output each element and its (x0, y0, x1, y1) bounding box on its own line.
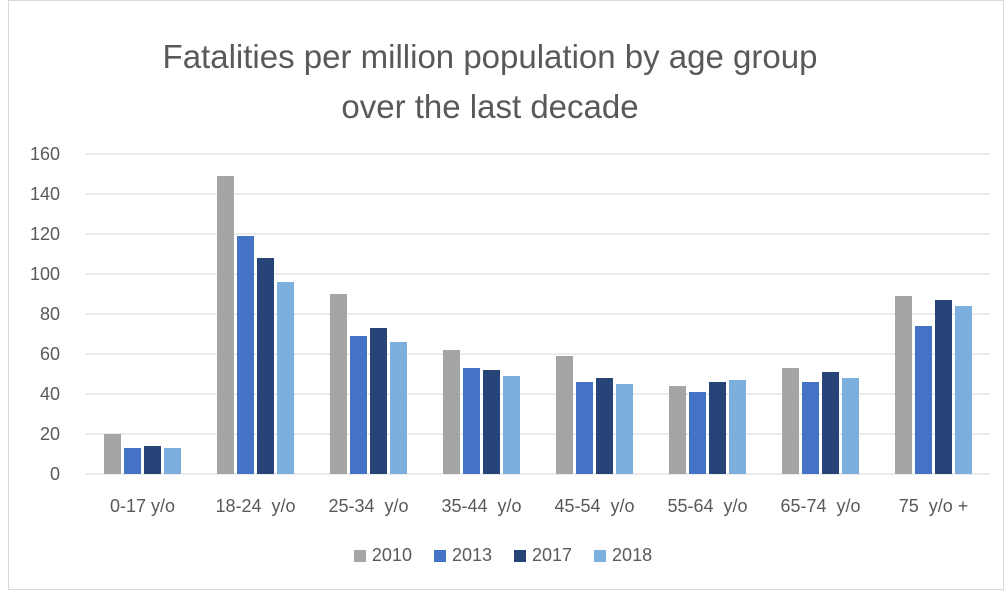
legend-swatch (353, 549, 366, 562)
bar-2018-6 (842, 378, 859, 474)
bar-2013-7 (915, 326, 932, 474)
legend-swatch (594, 549, 607, 562)
bar-2010-7 (895, 296, 912, 474)
bar-2010-5 (669, 386, 686, 474)
y-tick-label: 40 (40, 384, 60, 404)
legend-label: 2010 (371, 545, 412, 565)
bar-2017-6 (822, 372, 839, 474)
legend-swatch (433, 549, 446, 562)
chart-title: Fatalities per million population by age… (0, 32, 980, 132)
x-category-label: 18-24 y/o (215, 496, 295, 516)
y-tick-label: 80 (40, 304, 60, 324)
bar-2017-7 (935, 300, 952, 474)
legend-item-2017: 2017 (514, 545, 572, 566)
legend-item-2010: 2010 (353, 545, 412, 566)
bar-2018-4 (616, 384, 633, 474)
bar-2010-0 (104, 434, 121, 474)
y-tick-label: 140 (30, 184, 60, 204)
x-category-label: 45-54 y/o (554, 496, 634, 516)
legend-label: 2018 (612, 545, 653, 565)
bar-2018-2 (390, 342, 407, 474)
bar-2017-5 (709, 382, 726, 474)
legend-item-2013: 2013 (433, 545, 492, 566)
x-category-label: 65-74 y/o (780, 496, 860, 516)
y-tick-label: 100 (30, 264, 60, 284)
legend-label: 2017 (532, 545, 573, 565)
y-tick-label: 60 (40, 344, 60, 364)
legend-swatch (514, 549, 526, 562)
chart-title-line-1: Fatalities per million population by age… (162, 38, 818, 75)
bar-2017-4 (596, 378, 613, 474)
x-category-label: 55-64 y/o (667, 496, 747, 516)
x-category-label: 25-34 y/o (328, 496, 408, 516)
y-axis-labels: 0 20 40 60 80 100 120 140 160 (30, 144, 60, 484)
chart-title-line-2: over the last decade (341, 88, 639, 125)
x-axis-labels: 0-17 y/o 18-24 y/o 25-34 y/o 35-44 y/o 45-54… (110, 496, 968, 516)
y-tick-label: 20 (40, 424, 60, 444)
y-tick-label: 120 (30, 224, 60, 244)
bar-2013-5 (689, 392, 706, 474)
bar-chart: 0 20 40 60 80 100 120 140 160 0-17 y/o 18-24 y/o 2… (30, 144, 990, 516)
bar-2010-3 (443, 350, 460, 474)
bar-2013-0 (124, 448, 141, 474)
legend-item-2018: 2018 (594, 545, 652, 566)
bar-2013-6 (802, 382, 819, 474)
bar-2017-0 (144, 446, 161, 474)
chart-legend: 2010 2013 2017 2018 (0, 545, 1006, 566)
x-category-label: 75 y/o + (899, 496, 969, 516)
bar-2013-3 (463, 368, 480, 474)
bar-2010-2 (330, 294, 347, 474)
bar-2010-4 (556, 356, 573, 474)
x-category-label: 35-44 y/o (441, 496, 521, 516)
y-tick-label: 0 (50, 464, 60, 484)
bar-2018-1 (277, 282, 294, 474)
bar-2018-3 (503, 376, 520, 474)
bar-2017-3 (483, 370, 500, 474)
chart-frame (8, 0, 1004, 590)
bar-2018-5 (729, 380, 746, 474)
bar-2018-0 (164, 448, 181, 474)
legend-label: 2013 (451, 545, 492, 565)
bar-2010-6 (782, 368, 799, 474)
bar-2010-1 (217, 176, 234, 474)
bar-2013-1 (237, 236, 254, 474)
y-tick-label: 160 (30, 144, 60, 164)
bar-2017-2 (370, 328, 387, 474)
gridlines (86, 153, 990, 475)
bar-2013-2 (350, 336, 367, 474)
x-category-label: 0-17 y/o (110, 496, 175, 516)
bar-2018-7 (955, 306, 972, 474)
bar-2017-1 (257, 258, 274, 474)
bar-2013-4 (576, 382, 593, 474)
bars (104, 176, 972, 474)
